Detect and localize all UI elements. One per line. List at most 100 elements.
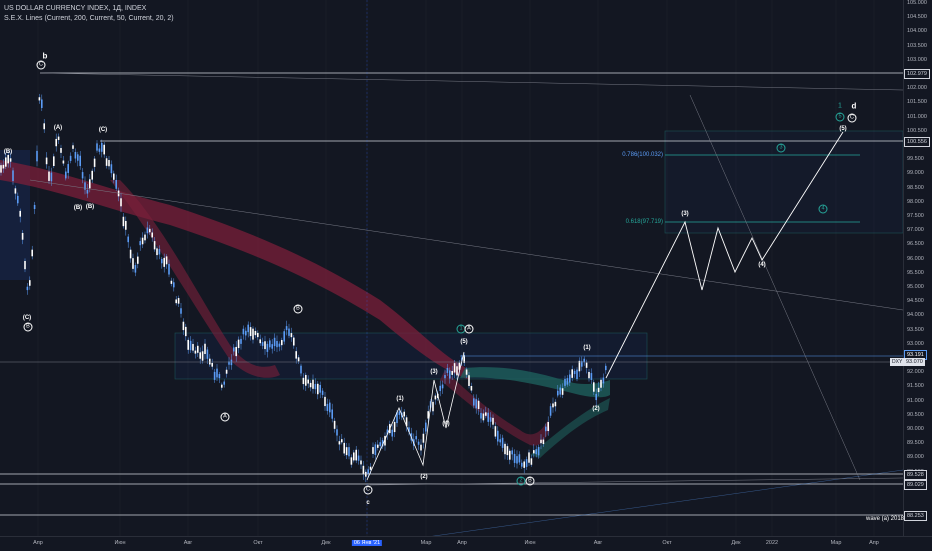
candle-body [535,449,537,455]
candle-body [55,138,57,147]
candle-body [377,444,379,448]
candle-body [477,400,480,409]
candle-body [487,412,489,422]
wave-label-5-a: (5) [460,339,468,345]
candle-body [290,333,293,338]
candle-body [53,156,55,166]
candle-body [245,330,247,336]
candle-body [201,351,204,361]
wave-circle-a-mid: A [464,324,474,334]
candle-body [501,437,504,448]
price-label-low1: 89.528 [904,470,927,480]
candle-body [473,398,475,406]
candle-body [48,171,50,181]
candle-body [144,234,146,241]
wave-circle-c-right: C [847,113,857,123]
candle-body [511,450,513,455]
price-axis[interactable] [903,0,932,536]
candle-body [585,362,588,368]
price-tick: 104.500 [907,14,927,21]
candle-body [396,412,398,424]
wave-label-1-b: (1) [583,345,591,351]
candle-body [2,164,5,169]
candle-body [38,97,41,101]
candle-body [482,413,485,421]
candle-body [561,388,564,395]
candle-body [151,232,153,238]
candle-body [122,216,125,227]
candle-body [350,457,353,465]
candle-body [600,379,602,388]
candle-body [127,236,129,243]
time-tick: Июн [524,540,536,546]
wave-note: wave (a) 2018 [866,516,905,522]
candle-body [19,210,21,217]
candle-body [283,331,285,342]
ma-band-red-2 [110,180,280,378]
candle-body [583,358,585,363]
candle-body [381,439,384,447]
candle-body [237,339,240,349]
candle-body [374,444,377,455]
candle-body [597,387,600,393]
candle-body [185,326,187,337]
candle-body [228,361,230,365]
candle-body [110,164,113,174]
wave-label-3-b: (3) [681,211,689,217]
candle-body [297,357,300,362]
candle-body [0,165,2,173]
candle-body [576,369,578,380]
price-tick: 94.000 [907,312,924,319]
candle-body [513,453,516,463]
candle-body [225,369,228,374]
candle-body [489,417,492,422]
price-tick: 90.500 [907,411,924,418]
candle-body [415,436,417,440]
price-tick: 95.500 [907,269,924,276]
chart-grid [37,0,875,536]
candle-body [65,171,67,179]
candle-body [204,343,206,354]
candle-body [372,447,374,454]
time-axis[interactable] [0,536,932,551]
price-tick: 105.000 [907,0,927,6]
time-tick: Окт [253,540,263,546]
chart-legend: US DOLLAR CURRENCY INDEX, 1Д, INDEX S.E.… [4,4,174,24]
candle-body [329,402,331,413]
time-tick: 2022 [765,540,779,546]
candle-body [173,282,175,288]
candle-body [506,446,509,456]
wave-label-d: d [851,101,857,111]
candle-body [156,248,158,256]
wave-label-b-2: (B) [73,205,83,211]
candle-body [221,384,223,388]
candle-body [369,466,372,470]
indicator-title[interactable]: S.E.X. Lines (Current, 200, Current, 50,… [4,15,174,22]
candle-body [326,403,329,411]
price-tick: 104.000 [907,28,927,35]
time-tick: Дек [321,540,331,546]
candle-body [165,256,168,265]
symbol-title[interactable]: US DOLLAR CURRENCY INDEX, 1Д, INDEX [4,5,147,12]
candle-body [288,328,290,336]
candle-body [319,384,321,393]
candle-body [595,393,597,401]
candle-body [465,369,468,375]
candle-body [605,365,607,371]
candle-body [528,452,530,463]
price-tick: 102.000 [907,85,927,92]
candle-body [470,386,473,391]
candle-body [163,257,165,267]
candle-body [273,337,276,347]
candle-body [12,170,14,182]
candle-body [175,299,177,304]
candle-body [81,172,84,179]
candle-body [266,343,269,352]
candle-body [408,427,410,433]
candle-body [98,148,101,152]
candle-body [24,260,26,270]
candle-body [101,142,103,152]
candle-body [552,403,554,408]
candle-body [79,155,81,166]
